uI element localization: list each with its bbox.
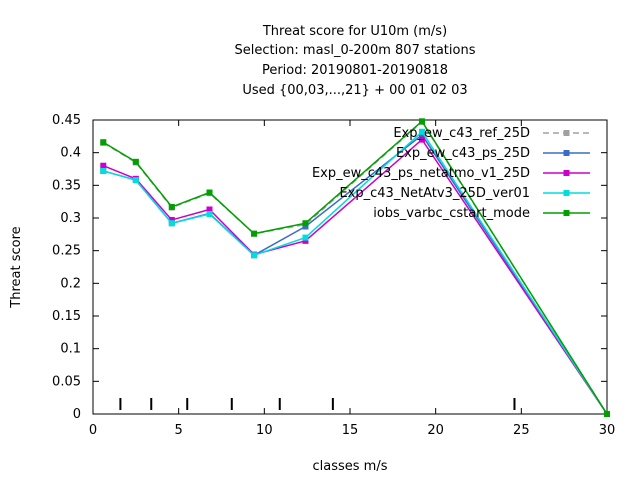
series-lines (100, 118, 610, 417)
series-point (168, 220, 175, 227)
y-tick-label: 0.1 (60, 342, 81, 357)
x-tick-label: 10 (256, 423, 273, 438)
axis-ticks: 0 5 10 15 20 25 30 0 0.05 0.1 0.15 0.2 0.25 0.3 0.35 0.… (52, 113, 615, 438)
series-point (418, 128, 425, 135)
series-point (206, 206, 213, 213)
series-point (604, 411, 610, 417)
series-line (102, 120, 608, 415)
series-point (132, 158, 139, 165)
x-axis-label: classes m/s (313, 459, 388, 474)
y-axis-label: Threat score (9, 226, 24, 308)
series-point (302, 220, 309, 227)
class-markers (119, 398, 516, 410)
series-point (100, 167, 107, 174)
series-point (100, 139, 107, 146)
x-tick-label: 20 (427, 423, 444, 438)
legend-label: Exp_ew_c43_ps_netatmo_v1_25D (312, 166, 530, 181)
series-point (302, 223, 309, 230)
x-tick-label: 5 (175, 423, 183, 438)
legend-label: Exp_ew_c43_ref_25D (393, 126, 530, 141)
x-tick-label: 30 (599, 423, 616, 438)
series-point (251, 230, 258, 237)
series-point (418, 118, 425, 125)
x-tick-label: 0 (89, 423, 97, 438)
series-point (418, 132, 425, 139)
x-tick-label: 15 (342, 423, 359, 438)
legend-label: Exp_c43_NetAtv3_25D_ver01 (339, 186, 530, 201)
y-tick-label: 0 (73, 407, 81, 422)
series-point (302, 234, 309, 241)
chart-title-line-4: Used {00,03,...,21} + 00 01 02 03 (242, 83, 467, 98)
y-tick-label: 0.35 (52, 178, 81, 193)
y-tick-label: 0.3 (60, 211, 81, 226)
series-point (206, 189, 213, 196)
legend-marker (563, 170, 570, 176)
y-tick-label: 0.25 (52, 244, 81, 259)
y-tick-label: 0.05 (52, 374, 81, 389)
y-tick-label: 0.45 (52, 113, 81, 128)
series-point (100, 162, 107, 169)
series-point (251, 252, 258, 259)
series-point (168, 203, 175, 210)
chart-title-line-1: Threat score for U10m (m/s) (262, 24, 447, 39)
y-tick-label: 0.4 (60, 146, 81, 161)
y-tick-label: 0.15 (52, 309, 81, 324)
x-tick-label: 25 (513, 423, 530, 438)
legend: Exp_ew_c43_ref_25D Exp_ew_c43_ps_25D Exp_e… (312, 126, 590, 221)
chart-title-line-3: Period: 20190801-20190818 (262, 63, 448, 78)
y-tick-label: 0.2 (60, 276, 81, 291)
legend-marker (563, 210, 570, 216)
legend-marker (563, 130, 570, 136)
plot-frame (92, 119, 608, 415)
series-point (132, 177, 139, 184)
legend-label: Exp_ew_c43_ps_25D (396, 146, 530, 161)
chart-title-line-2: Selection: masl_0-200m 807 stations (235, 43, 476, 58)
series-point (206, 211, 213, 218)
series-line (103, 138, 608, 415)
legend-marker (563, 150, 570, 156)
series-line (103, 130, 608, 415)
series-point (418, 136, 425, 143)
legend-marker (563, 190, 570, 196)
series-point (302, 237, 309, 244)
legend-label: iobs_varbc_cstart_mode (373, 206, 530, 221)
series-point (168, 216, 175, 223)
chart-title-block: Threat score for U10m (m/s) Selection: m… (235, 24, 476, 98)
